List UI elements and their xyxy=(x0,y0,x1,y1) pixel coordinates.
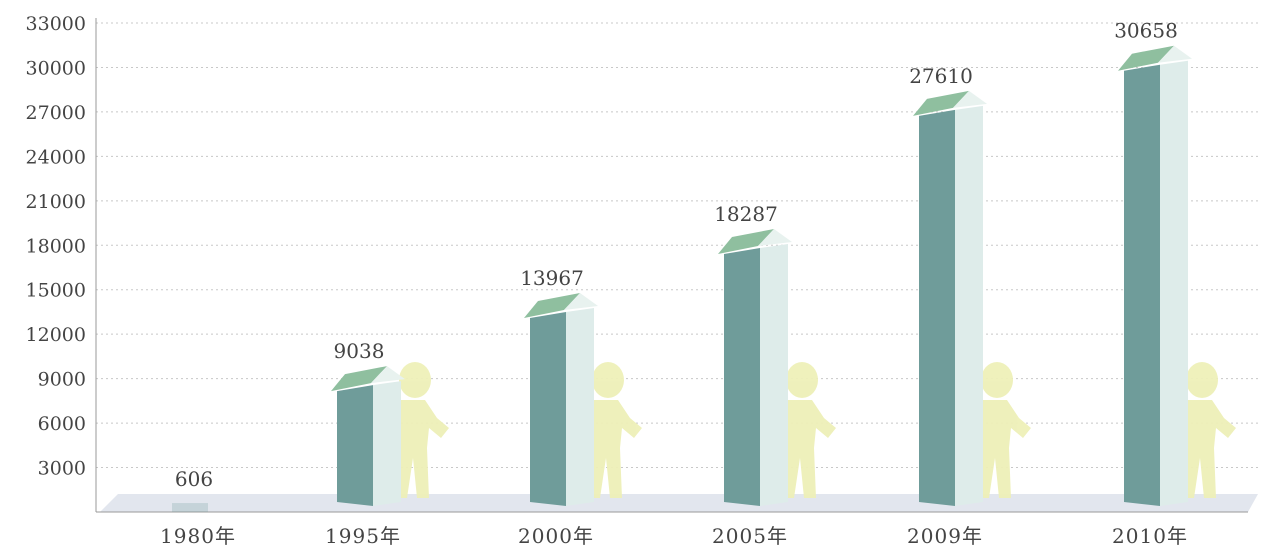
x-tick-label: 1995年 xyxy=(325,524,401,548)
x-tick-label: 2005年 xyxy=(712,524,788,548)
floor-plane xyxy=(100,494,1258,512)
bar xyxy=(718,229,792,506)
y-tick-label: 33000 xyxy=(26,13,86,35)
y-tick-label: 21000 xyxy=(26,191,86,213)
data-label: 13967 xyxy=(520,266,584,290)
gridlines xyxy=(96,23,1258,468)
y-tick-label: 24000 xyxy=(26,146,86,168)
y-tick-labels: 3000 6000 9000 12000 15000 18000 21000 24000 270… xyxy=(26,13,86,480)
data-label: 27610 xyxy=(909,64,973,88)
x-tick-label: 2000年 xyxy=(518,524,594,548)
bar xyxy=(331,366,405,506)
y-tick-label: 6000 xyxy=(38,413,86,435)
y-tick-label: 15000 xyxy=(26,280,86,302)
person-figure-icon xyxy=(784,362,836,498)
bar xyxy=(172,503,208,512)
data-label: 18287 xyxy=(714,202,778,226)
figure-decorations xyxy=(397,362,1236,498)
bar xyxy=(524,293,598,506)
person-figure-icon xyxy=(590,362,642,498)
y-tick-label: 12000 xyxy=(26,324,86,346)
person-figure-icon xyxy=(979,362,1031,498)
y-tick-label: 18000 xyxy=(26,235,86,257)
y-tick-label: 30000 xyxy=(26,57,86,79)
person-figure-icon xyxy=(397,362,449,498)
data-label: 30658 xyxy=(1114,19,1178,43)
x-tick-label: 1980年 xyxy=(160,524,236,548)
y-tick-label: 9000 xyxy=(38,369,86,391)
axes xyxy=(96,18,1248,512)
bar xyxy=(1118,46,1192,506)
x-tick-label: 2010年 xyxy=(1112,524,1188,548)
bar xyxy=(913,91,987,506)
y-tick-label: 3000 xyxy=(38,458,86,480)
chart-floor xyxy=(100,494,1258,512)
bars xyxy=(172,46,1192,512)
data-labels: 606 9038 13967 18287 27610 30658 xyxy=(175,19,1178,491)
data-label: 9038 xyxy=(334,339,385,363)
y-tick-label: 27000 xyxy=(26,102,86,124)
x-tick-label: 2009年 xyxy=(907,524,983,548)
person-figure-icon xyxy=(1184,362,1236,498)
x-tick-labels: 1980年 1995年 2000年 2005年 2009年 2010年 xyxy=(160,524,1188,548)
data-label: 606 xyxy=(175,467,213,491)
